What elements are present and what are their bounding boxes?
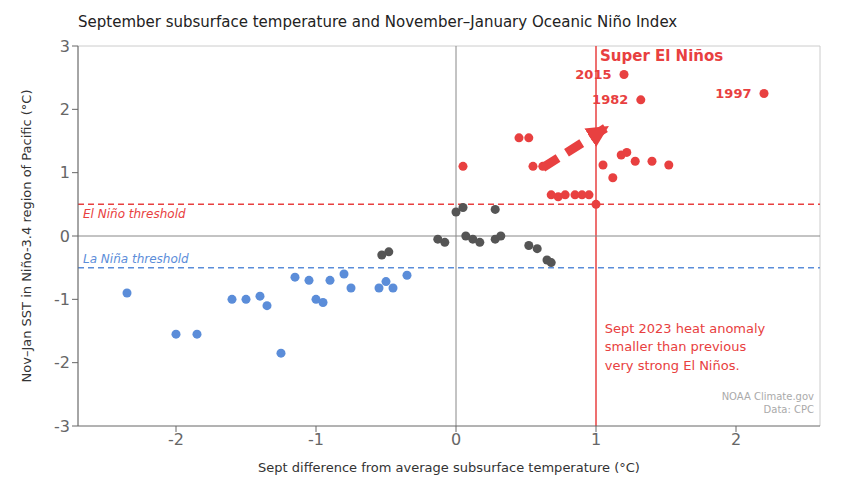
svg-text:-2: -2 [168,430,184,449]
svg-text:3: 3 [60,37,70,56]
svg-text:1: 1 [591,430,601,449]
svg-text:Super El Niños: Super El Niños [600,47,723,65]
svg-text:0: 0 [451,430,461,449]
svg-text:-3: -3 [54,417,70,436]
html-text:September subsurface temperatu: September subsurface temperature and Nov… [78,13,678,31]
svg-text:Nov–Jan SST in Niño-3.4 region: Nov–Jan SST in Niño-3.4 region of Pacifi… [19,90,34,383]
svg-text:1982: 1982 [592,92,628,107]
svg-text:2: 2 [731,430,741,449]
svg-text:La Niña threshold: La Niña threshold [83,252,189,266]
html-text:Sept 2023 heat anomaly smaller: Sept 2023 heat anomaly smaller than prev… [604,320,766,374]
svg-text:Sept difference from average s: Sept difference from average subsurface … [258,460,640,475]
svg-text:1: 1 [60,163,70,182]
svg-text:2: 2 [60,100,70,119]
svg-text:1997: 1997 [715,86,751,101]
svg-text:2015: 2015 [575,67,611,82]
svg-text:-1: -1 [308,430,324,449]
html-text:NOAA Climate.gov Data: CPC: NOAA Climate.gov Data: CPC [721,391,814,415]
svg-text:El Niño threshold: El Niño threshold [83,207,186,221]
svg-text:-2: -2 [54,353,70,372]
svg-text:0: 0 [60,227,70,246]
svg-text:-1: -1 [54,290,70,309]
